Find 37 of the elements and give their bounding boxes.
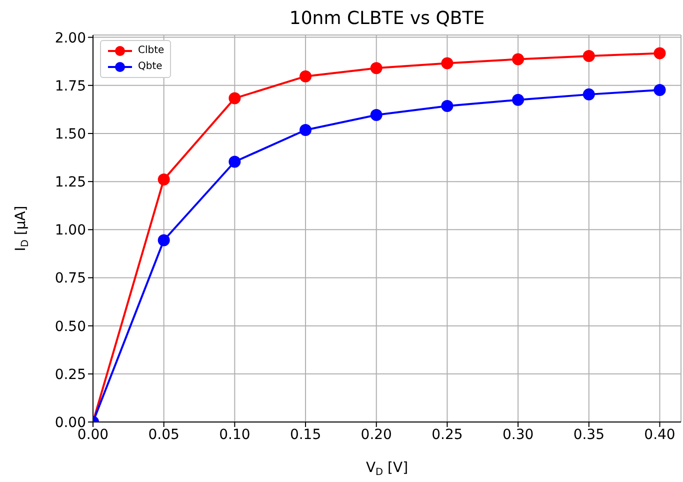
legend-label: Clbte: [138, 44, 164, 58]
y-tick-label: 0.25: [54, 366, 86, 383]
point: [370, 109, 382, 122]
point: [441, 57, 454, 70]
y-tick-label: 1.25: [54, 174, 86, 191]
point: [582, 50, 595, 62]
point: [441, 100, 454, 112]
y-tick-label: 1.75: [54, 78, 86, 94]
x-tick-label: 0.05: [148, 426, 180, 443]
y-tick-label: 2.00: [54, 30, 86, 46]
point: [300, 124, 312, 136]
point: [512, 94, 524, 106]
chart-title: 10nm CLBTE vs QBTE: [289, 8, 485, 29]
x-axis-title: V$_{D}$ [V]: [366, 460, 408, 478]
point: [300, 70, 312, 82]
x-tick-label: 0.10: [219, 426, 250, 443]
x-tick-label: 0.20: [360, 426, 392, 443]
y-tick-label: 0.75: [54, 270, 86, 287]
point: [512, 53, 524, 66]
x-tick-label: 0.15: [290, 426, 322, 443]
point: [654, 84, 666, 96]
x-tick-label: 0.25: [432, 426, 463, 443]
y-tick-label: 1.50: [54, 126, 86, 142]
point: [228, 92, 241, 104]
y-tick-label: 0.50: [54, 318, 86, 335]
point: [228, 156, 241, 168]
point: [582, 88, 595, 100]
point: [370, 62, 382, 74]
legend-label: Qbte: [138, 60, 162, 74]
x-tick-label: 0.35: [573, 426, 604, 443]
point: [654, 47, 666, 60]
point: [158, 173, 170, 186]
x-tick-label: 0.40: [644, 426, 676, 443]
point: [158, 234, 170, 246]
x-tick-label: 0.30: [502, 426, 534, 443]
y-tick-label: 1.00: [54, 222, 86, 239]
x-tick-label: 0.00: [77, 426, 109, 443]
